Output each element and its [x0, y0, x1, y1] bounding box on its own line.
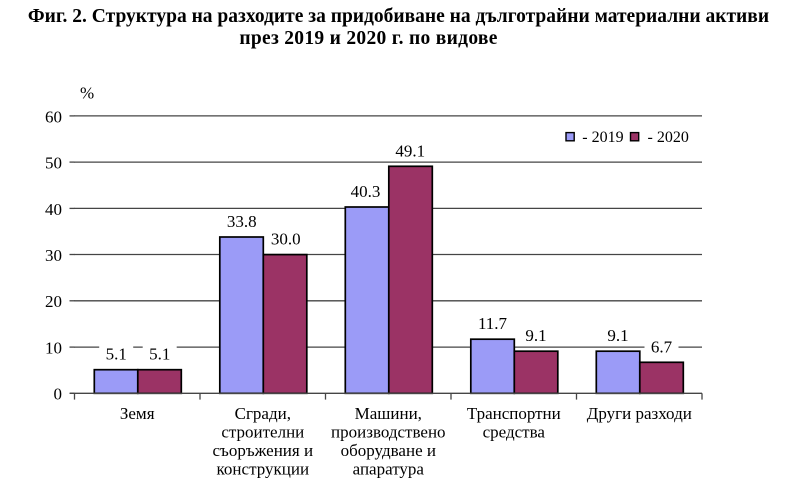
svg-text:30: 30 [45, 246, 62, 265]
svg-text:Фиг. 2. Структура на разходите: Фиг. 2. Структура на разходите за придоб… [28, 6, 769, 27]
svg-text:40: 40 [45, 200, 62, 219]
svg-text:60: 60 [45, 107, 62, 126]
svg-text:49.1: 49.1 [395, 141, 425, 160]
svg-text:40.3: 40.3 [351, 182, 381, 201]
svg-text:Машини,: Машини, [355, 404, 422, 423]
svg-text:Сгради,: Сгради, [235, 404, 291, 423]
svg-text:30.0: 30.0 [271, 230, 301, 249]
svg-text:през 2019 и 2020 г. по видове: през 2019 и 2020 г. по видове [239, 28, 497, 49]
svg-text:Земя: Земя [120, 404, 155, 423]
svg-text:съоръжения и: съоръжения и [213, 441, 314, 460]
svg-text:средства: средства [483, 423, 546, 442]
svg-text:строителни: строителни [221, 423, 304, 442]
svg-text:9.1: 9.1 [607, 326, 628, 345]
svg-text:10: 10 [45, 339, 62, 358]
svg-text:Други разходи: Други разходи [587, 404, 692, 423]
svg-text:конструкции: конструкции [217, 460, 310, 479]
svg-text:0: 0 [54, 385, 63, 404]
svg-text:50: 50 [45, 154, 62, 173]
svg-text:6.7: 6.7 [651, 337, 673, 356]
svg-text:5.1: 5.1 [106, 345, 127, 364]
svg-text:производствено: производствено [331, 423, 446, 442]
svg-text:5.1: 5.1 [149, 345, 170, 364]
svg-text:апаратура: апаратура [353, 460, 425, 479]
svg-text:11.7: 11.7 [478, 314, 508, 333]
svg-text:9.1: 9.1 [525, 326, 546, 345]
svg-text:%: % [80, 84, 94, 103]
svg-text:20: 20 [45, 292, 62, 311]
svg-text:- 2019: - 2019 [582, 129, 623, 146]
svg-text:- 2020: - 2020 [648, 129, 689, 146]
svg-text:Транспортни: Транспортни [467, 404, 561, 423]
svg-text:оборудване и: оборудване и [341, 441, 436, 460]
svg-text:33.8: 33.8 [227, 212, 257, 231]
